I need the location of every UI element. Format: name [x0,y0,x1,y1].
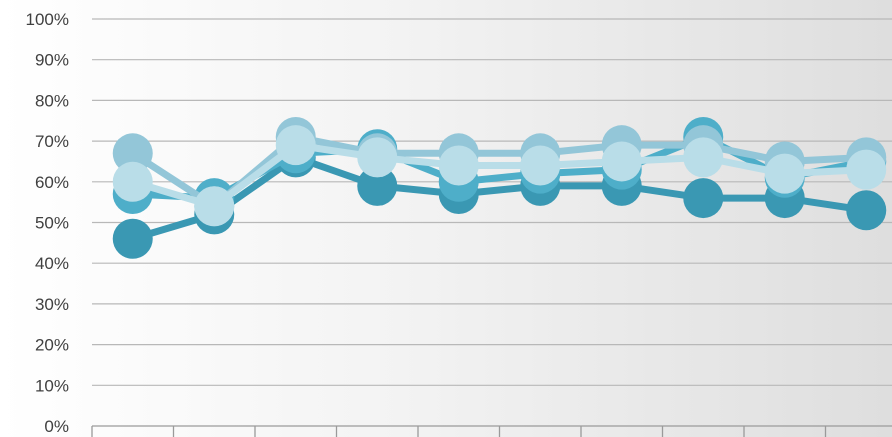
data-point [275,125,316,166]
y-tick-label: 90% [35,51,69,70]
y-tick-label: 50% [35,214,69,233]
series-group [112,117,887,259]
y-tick-label: 60% [35,173,69,192]
y-tick-label: 30% [35,295,69,314]
data-point [764,153,805,194]
y-tick-label: 100% [26,10,69,29]
data-point [357,137,398,178]
y-tick-label: 70% [35,132,69,151]
y-tick-label: 20% [35,336,69,355]
y-tick-label: 40% [35,254,69,273]
y-tick-label: 10% [35,376,69,395]
data-point [112,218,153,259]
series-line [131,153,867,243]
y-tick-label: 80% [35,91,69,110]
data-point [846,190,887,231]
y-tick-label: 0% [44,417,69,436]
x-axis: 2005200620072008200920102011201220132014 [91,425,892,437]
series-line [131,141,867,210]
data-point [520,145,561,186]
data-point [683,178,724,219]
series-4 [112,125,887,227]
data-point [194,186,235,227]
data-point [357,165,398,206]
data-point [112,133,153,174]
data-point [112,161,153,202]
data-point [601,141,642,182]
data-point [438,145,479,186]
data-point [683,137,724,178]
y-axis-tick-labels: 0% 10% 20% 30% 40% 50% 60% 70% 80% 90% 100% [26,10,69,436]
data-point [846,149,887,190]
